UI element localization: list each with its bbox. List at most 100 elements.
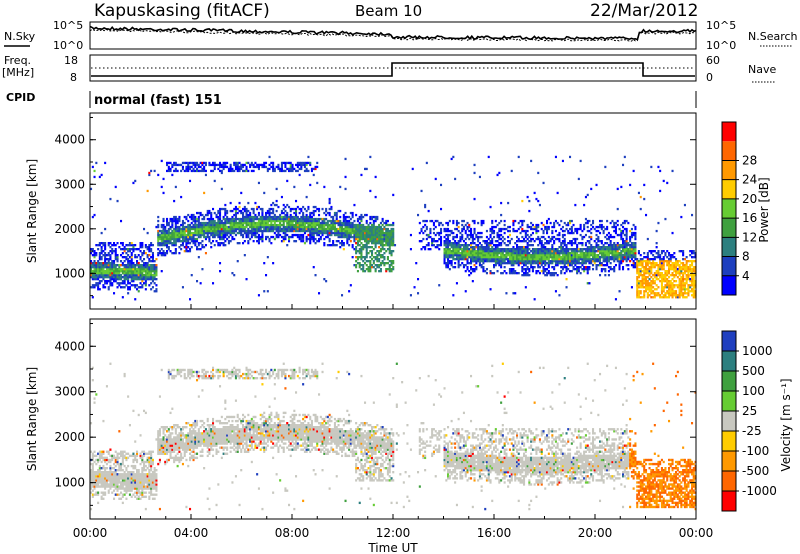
power-cell bbox=[669, 268, 672, 271]
power-cell bbox=[360, 173, 363, 177]
power-cell bbox=[247, 209, 250, 213]
power-cell bbox=[323, 231, 326, 235]
power-cell bbox=[482, 250, 485, 253]
power-cell bbox=[300, 209, 303, 213]
power-cell bbox=[155, 288, 158, 291]
power-cell bbox=[606, 219, 609, 223]
power-cell bbox=[508, 268, 511, 271]
power-cell bbox=[409, 294, 412, 297]
power-cell bbox=[282, 235, 285, 239]
power-cell bbox=[595, 268, 598, 271]
power-cell bbox=[111, 278, 114, 281]
power-cell bbox=[174, 229, 177, 233]
power-cell bbox=[169, 161, 172, 165]
power-cell bbox=[257, 167, 260, 171]
date-title: 22/Mar/2012 bbox=[590, 1, 698, 21]
power-cell bbox=[508, 240, 511, 243]
power-cell bbox=[632, 264, 635, 267]
power-cell bbox=[390, 252, 393, 255]
power-cell bbox=[369, 217, 372, 221]
power-cell bbox=[579, 252, 582, 255]
power-cell bbox=[517, 258, 520, 261]
power-cell bbox=[192, 217, 195, 221]
power-cell bbox=[247, 235, 250, 239]
power-cell bbox=[146, 254, 149, 257]
power-cell bbox=[388, 252, 391, 255]
power-cell bbox=[160, 237, 163, 241]
power-cell bbox=[222, 165, 225, 169]
power-cell bbox=[132, 278, 135, 281]
power-cell bbox=[111, 264, 114, 267]
power-cell bbox=[660, 280, 663, 283]
power-cell bbox=[114, 274, 117, 277]
power-cell bbox=[256, 235, 259, 239]
power-cell bbox=[222, 242, 225, 245]
power-cell bbox=[220, 233, 223, 237]
power-cell bbox=[432, 221, 435, 225]
power-cell bbox=[100, 262, 103, 265]
power-cell bbox=[178, 235, 181, 239]
power-cell bbox=[348, 233, 351, 237]
power-cell bbox=[134, 276, 137, 279]
power-cell bbox=[440, 227, 443, 231]
power-cell bbox=[586, 193, 589, 197]
power-cell bbox=[636, 268, 639, 271]
power-cell bbox=[662, 268, 665, 271]
power-cell bbox=[524, 252, 527, 255]
power-cell bbox=[265, 225, 268, 229]
power-cell bbox=[243, 227, 246, 231]
power-cell bbox=[671, 292, 674, 295]
power-cell bbox=[169, 217, 172, 221]
power-cell bbox=[629, 248, 632, 251]
power-cell bbox=[227, 227, 230, 231]
power-cell bbox=[162, 229, 165, 233]
power-cell bbox=[581, 258, 584, 261]
power-cell bbox=[371, 223, 374, 227]
power-cell bbox=[507, 229, 510, 233]
power-cell bbox=[528, 268, 531, 271]
power-cell bbox=[664, 254, 667, 257]
power-cell bbox=[450, 231, 453, 235]
power-cell bbox=[114, 278, 117, 281]
power-cell bbox=[517, 256, 520, 259]
power-cell bbox=[526, 195, 529, 199]
power-cell bbox=[234, 213, 237, 217]
power-cell bbox=[523, 260, 526, 263]
power-cell bbox=[588, 240, 591, 243]
power-cell bbox=[606, 264, 609, 267]
power-cell bbox=[148, 264, 151, 267]
power-cell bbox=[639, 258, 642, 261]
power-cell bbox=[595, 229, 598, 233]
power-cell bbox=[517, 155, 520, 159]
power-cell bbox=[554, 254, 557, 257]
power-cell bbox=[484, 256, 487, 259]
power-cell bbox=[666, 280, 669, 283]
power-cell bbox=[362, 266, 365, 269]
power-cell bbox=[606, 233, 609, 237]
power-cell bbox=[215, 229, 218, 233]
power-cell bbox=[646, 294, 649, 297]
power-cell bbox=[289, 163, 292, 167]
power-cell bbox=[547, 242, 550, 245]
power-cell bbox=[309, 231, 312, 235]
power-cell bbox=[381, 244, 384, 247]
power-cell bbox=[371, 252, 374, 255]
power-cell bbox=[273, 169, 276, 173]
power-cell bbox=[537, 199, 540, 203]
power-cell bbox=[561, 229, 564, 233]
power-cell bbox=[226, 215, 229, 219]
power-cell bbox=[530, 227, 533, 231]
power-cell bbox=[270, 221, 273, 225]
power-cell bbox=[484, 258, 487, 261]
power-cell bbox=[623, 244, 626, 247]
power-cell bbox=[561, 246, 564, 249]
power-cell bbox=[280, 215, 283, 219]
power-cell bbox=[196, 231, 199, 235]
power-cell bbox=[302, 161, 305, 165]
power-cell bbox=[277, 233, 280, 237]
power-cell bbox=[367, 223, 370, 227]
power-cell bbox=[121, 268, 124, 271]
power-cell bbox=[174, 225, 177, 229]
power-cell bbox=[190, 235, 193, 239]
power-cell bbox=[355, 252, 358, 255]
